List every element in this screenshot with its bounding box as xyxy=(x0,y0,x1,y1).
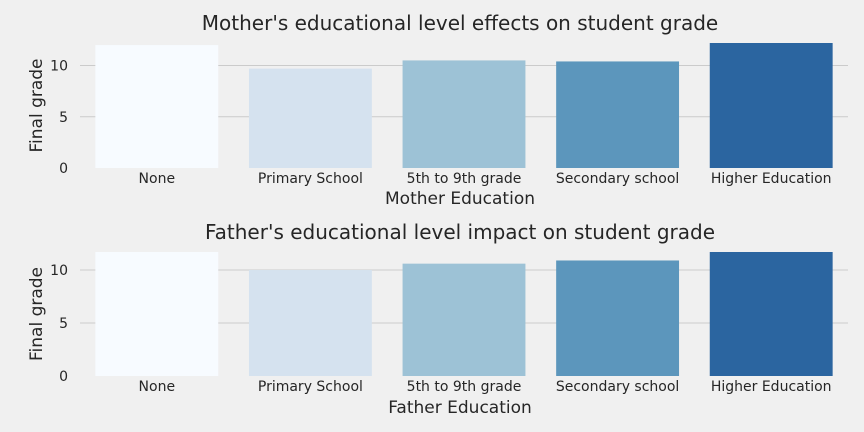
x-tick-label: Primary School xyxy=(258,171,363,187)
x-tick-label: Higher Education xyxy=(711,379,832,395)
y-axis-label: Final grade xyxy=(27,58,47,152)
bar-higher-education xyxy=(709,43,833,168)
bar-secondary-school xyxy=(556,61,680,168)
x-tick-label: 5th to 9th grade xyxy=(407,171,522,187)
x-tick-label: Higher Education xyxy=(711,171,832,187)
x-tick-label: Secondary school xyxy=(556,379,679,395)
y-axis-label: Final grade xyxy=(27,267,47,361)
y-tick-label: 10 xyxy=(50,59,68,75)
y-tick-label: 0 xyxy=(59,161,68,177)
x-tick-label: None xyxy=(139,171,176,187)
y-tick-label: 10 xyxy=(50,263,68,279)
chart-title: Mother's educational level effects on st… xyxy=(202,11,718,35)
bar-none xyxy=(95,252,219,376)
x-axis-label: Father Education xyxy=(388,398,532,418)
bar-secondary-school xyxy=(556,260,680,376)
chart-title: Father's educational level impact on stu… xyxy=(205,220,715,244)
x-tick-label: Secondary school xyxy=(556,171,679,187)
x-tick-label: None xyxy=(139,379,176,395)
y-tick-label: 0 xyxy=(59,369,68,385)
bar-primary-school xyxy=(248,68,372,168)
x-axis-label: Mother Education xyxy=(385,189,535,209)
y-tick-label: 5 xyxy=(59,110,68,126)
bar-5th-to-9th-grade xyxy=(402,263,526,376)
mother-education-chart: Mother's educational level effects on st… xyxy=(27,11,848,209)
x-tick-label: 5th to 9th grade xyxy=(407,379,522,395)
bar-higher-education xyxy=(709,252,833,376)
father-education-chart: Father's educational level impact on stu… xyxy=(27,220,848,418)
y-tick-label: 5 xyxy=(59,316,68,332)
bar-none xyxy=(95,45,219,168)
bar-5th-to-9th-grade xyxy=(402,60,526,169)
bar-primary-school xyxy=(248,270,372,376)
x-tick-label: Primary School xyxy=(258,379,363,395)
